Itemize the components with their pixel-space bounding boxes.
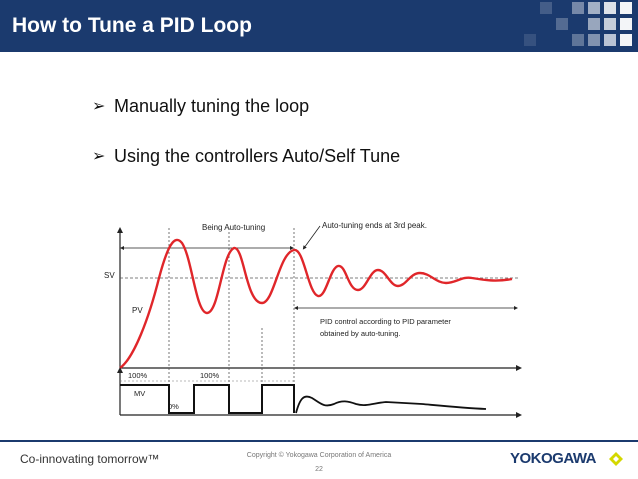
slide-title: How to Tune a PID Loop xyxy=(12,14,252,37)
peak-markers xyxy=(168,228,295,398)
page-number: 22 xyxy=(315,466,323,473)
copyright-text: Copyright © Yokogawa Corporation of Amer… xyxy=(246,452,392,459)
diamond-logo-icon xyxy=(609,452,623,466)
arrowhead-bullet-icon: ➢ xyxy=(92,98,106,115)
title-bar: How to Tune a PID Loop xyxy=(0,0,638,52)
mv-label: MV xyxy=(134,389,145,398)
decorative-grid xyxy=(524,2,632,46)
footer-tagline: Co-innovating tomorrow™ xyxy=(20,452,160,466)
mv-high-label-2: 100% xyxy=(200,371,220,380)
footer-divider xyxy=(0,440,638,442)
pv-curve xyxy=(119,238,513,369)
mv-pid-response xyxy=(295,395,487,414)
pid-note-line2: obtained by auto-tuning. xyxy=(320,329,400,338)
pv-label: PV xyxy=(132,306,143,315)
arrowhead-bullet-icon: ➢ xyxy=(92,148,106,165)
pid-note-line1: PID control according to PID parameter xyxy=(320,317,451,326)
mv-square-wave xyxy=(120,384,295,414)
mv-high-label-1: 100% xyxy=(128,371,148,380)
mv-low-label: 0% xyxy=(168,402,179,411)
being-auto-tuning-label: Being Auto-tuning xyxy=(202,223,265,232)
auto-tuning-diagram: Being Auto-tuning Auto-tuning ends at 3r… xyxy=(104,221,522,418)
bullet-text: Manually tuning the loop xyxy=(114,96,310,116)
bullet-text: Using the controllers Auto/Self Tune xyxy=(114,146,401,166)
yokogawa-logo: YOKOGAWA xyxy=(510,450,597,467)
sv-label: SV xyxy=(104,271,115,280)
ends-at-peak-label: Auto-tuning ends at 3rd peak. xyxy=(322,221,427,230)
